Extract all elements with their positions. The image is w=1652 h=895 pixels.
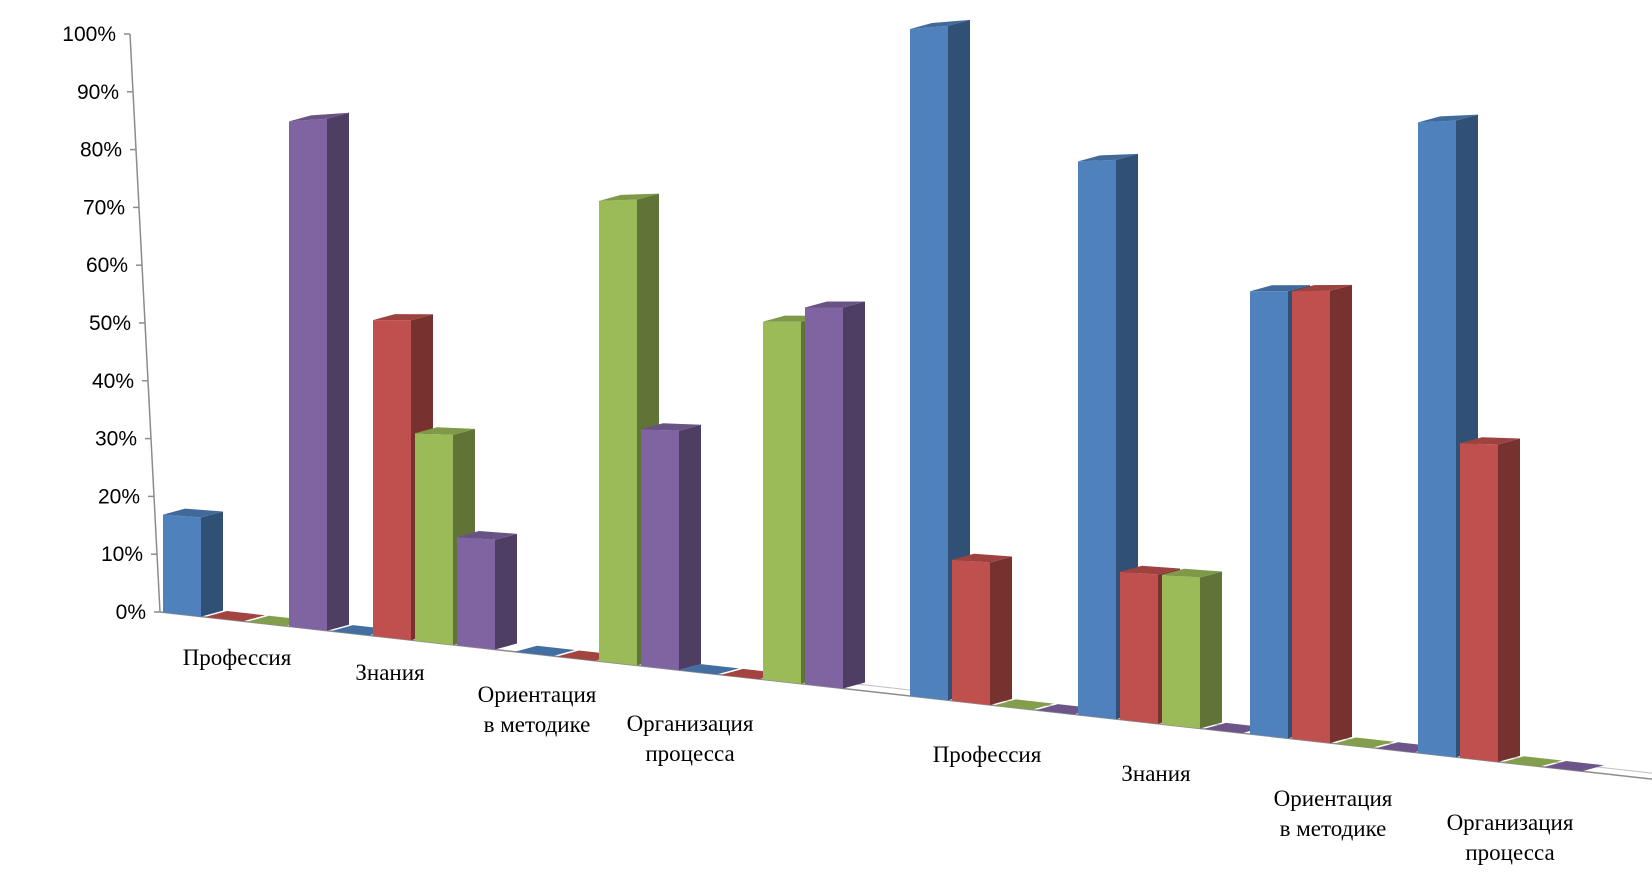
bar-g1-c1-s2 (205, 611, 265, 622)
bar-g2-c1-s2-front (952, 559, 990, 705)
bar-g2-c2-s3-front (1162, 574, 1200, 729)
category-label: Профессия (933, 742, 1042, 767)
bar-g2-c4-s2-side (1498, 438, 1520, 762)
value-tick-label: 70% (83, 196, 125, 219)
bar-g1-c1-s1-side (201, 511, 223, 617)
bar-g2-c3-s3-floor (1334, 737, 1394, 748)
bar-g1-c1-s4-top (289, 112, 349, 122)
bar-g2-c3-s2-top (1292, 284, 1352, 292)
bar-g1-c3-s4-top (641, 423, 701, 431)
bar-g1-c2-s4-side (495, 533, 517, 650)
bar-g1-c3-s3-front (599, 199, 637, 666)
bar-g1-c1-s4 (289, 112, 349, 631)
bar-g2-c4-s2-top (1460, 437, 1520, 445)
bar-g2-c1-s1-front (910, 25, 948, 701)
value-tick-label: 10% (101, 543, 143, 566)
bar-g2-c2-s3-side (1200, 571, 1222, 729)
bar-g2-c4-s3 (1502, 756, 1562, 767)
bar-g1-c4-s4-front (805, 307, 843, 689)
bar-g2-c4-s1-top (1418, 114, 1478, 123)
bar-g1-c1-s1 (163, 508, 223, 617)
bar-g2-c4-s2 (1460, 437, 1520, 762)
bar-g1-c3-s3-top (599, 193, 659, 201)
bar-g1-c3-s1 (515, 645, 575, 657)
bar-g2-c2-s3 (1162, 568, 1222, 729)
bar-g2-c2-s4-floor (1204, 722, 1264, 734)
value-tick-label: 20% (98, 485, 140, 508)
bar-g2-c1-s1 (910, 19, 970, 701)
bar-g1-c1-s4-front (289, 118, 327, 631)
bar-g1-c2-s2-top (373, 314, 433, 321)
bar-g1-c3-s4 (641, 423, 701, 671)
bar-g2-c1-s3 (994, 699, 1054, 710)
bar-g1-c1-s1-front (163, 514, 201, 617)
bar-g2-c3-s1-top (1250, 285, 1310, 292)
category-label: Профессия (183, 645, 292, 670)
category-label: Ориентация в методике (1274, 786, 1393, 841)
value-axis: 0% 10% 20% 30% 40% 50% 60% 70% 80% 90% 100% (62, 23, 161, 624)
category-labels: Профессия Знания Ориентация в методике Орган… (183, 645, 1574, 865)
bar-g1-c2-s3-front (415, 433, 453, 645)
bar-g2-c3-s2-front (1292, 290, 1330, 744)
value-tick-label: 100% (62, 23, 116, 46)
bar-g2-c2-s4 (1204, 722, 1264, 734)
bar-g1-c2-s4-front (457, 536, 495, 650)
bar-g2-c1-s1-top (910, 19, 970, 29)
bar-g2-c1-s2 (952, 553, 1012, 705)
bar-g1-c3-s4-front (641, 429, 679, 671)
bar-g2-c3-s3 (1334, 737, 1394, 748)
bar-g1-c2-s4-top (457, 530, 517, 540)
bar-g2-c2-s2-top (1120, 565, 1180, 575)
bar-g2-c1-s2-top (952, 553, 1012, 563)
bar-g2-c4-s3-floor (1502, 756, 1562, 767)
category-label: Организация процесса (1447, 810, 1574, 865)
bar-g1-c4-s1 (679, 664, 739, 675)
bar-g1-c1-s1-top (163, 508, 223, 518)
bar-g1-c4-s3-front (763, 321, 801, 684)
bar-g1-c4-s4-top (805, 301, 865, 308)
category-label: Знания (1121, 761, 1191, 786)
bar-g1-c2-s2-front (373, 320, 411, 641)
bar-g2-c2-s2-front (1120, 571, 1158, 724)
value-tick-label: 90% (77, 81, 119, 104)
value-tick-label: 30% (95, 428, 137, 451)
bar-g2-c4-s4-floor (1544, 761, 1604, 772)
bar-g1-c1-s4-side (327, 112, 349, 631)
bar-g2-c3-s2 (1292, 284, 1352, 744)
value-tick-label: 40% (92, 370, 134, 393)
bar-g2-c3-s1-front (1250, 291, 1288, 739)
bar-g1-c3-s1-floor (515, 645, 575, 657)
bar-g2-c4-s1-front (1418, 120, 1456, 758)
bar-g2-c3-s2-side (1330, 284, 1352, 744)
bar-g2-c2-s1-top (1078, 153, 1138, 162)
category-label: Знания (355, 660, 425, 685)
bar-g2-c2-s3-top (1162, 568, 1222, 578)
bar-g1-c2-s4 (457, 530, 517, 650)
value-tick-label: 0% (116, 601, 146, 624)
bar-g1-c4-s4-side (843, 301, 865, 689)
bar-g2-c1-s1-side (948, 19, 970, 701)
value-tick-label: 50% (89, 312, 131, 335)
bar-g2-c2-s1-front (1078, 159, 1116, 720)
bar-g2-c4-s2-front (1460, 443, 1498, 762)
bar-g1-c4-s4 (805, 301, 865, 689)
bar-g2-c4-s4 (1544, 761, 1604, 772)
bar-g1-c1-s2-floor (205, 611, 265, 622)
value-tick-label: 60% (86, 254, 128, 277)
bar-g1-c3-s4-side (679, 424, 701, 671)
bar-g1-c4-s1-floor (679, 664, 739, 675)
bar-g1-c2-s3-top (415, 427, 475, 435)
bar-g2-c1-s2-side (990, 556, 1012, 705)
category-label: Ориентация в методике (478, 682, 597, 737)
bars (163, 19, 1604, 772)
category-label: Организация процесса (627, 711, 754, 766)
bar-g2-c1-s3-floor (994, 699, 1054, 710)
value-tick-label: 80% (80, 139, 122, 162)
